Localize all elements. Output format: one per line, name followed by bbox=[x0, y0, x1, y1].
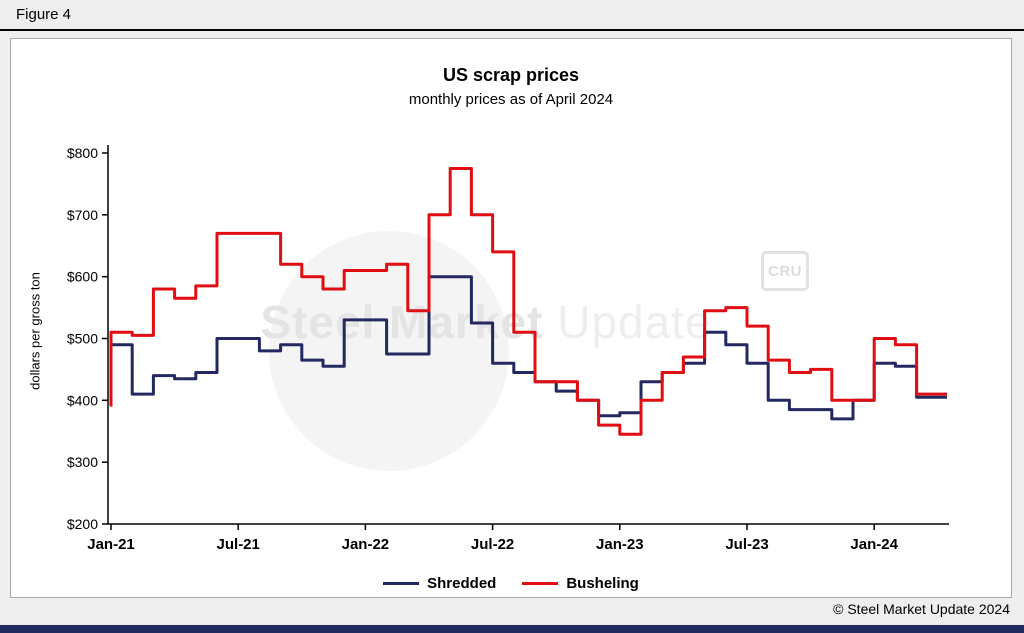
y-tick-label: $400 bbox=[67, 392, 98, 408]
cru-logo: CRU bbox=[761, 251, 809, 291]
y-tick-label: $200 bbox=[67, 516, 98, 532]
watermark-bold-text: Steel Market bbox=[260, 296, 544, 348]
y-tick-label: $500 bbox=[67, 331, 98, 347]
watermark-circle bbox=[269, 231, 509, 471]
legend: Shredded Busheling bbox=[11, 575, 1011, 592]
chart-plot: $200 $300 $400 $500 $600 $700 $800 Jan-21 Jul-21… bbox=[67, 145, 949, 553]
chart-subtitle: monthly prices as of April 2024 bbox=[408, 91, 614, 108]
chart-title: US scrap prices bbox=[442, 65, 580, 85]
y-tick-label: $300 bbox=[67, 454, 98, 470]
x-tick-label: Jul-22 bbox=[471, 536, 514, 553]
legend-item-busheling: Busheling bbox=[522, 575, 639, 592]
x-tick-label: Jul-21 bbox=[217, 536, 260, 553]
x-tick-label: Jan-22 bbox=[342, 536, 390, 553]
shredded-series-line bbox=[109, 275, 947, 421]
x-tick-label: Jan-21 bbox=[87, 536, 135, 553]
watermark-text: Steel Market Update bbox=[121, 295, 851, 349]
x-tick-label: Jul-23 bbox=[725, 536, 768, 553]
legend-label-busheling: Busheling bbox=[566, 575, 639, 592]
legend-item-shredded: Shredded bbox=[383, 575, 496, 592]
y-tick-label: $800 bbox=[67, 145, 98, 161]
busheling-line-swatch bbox=[522, 582, 559, 585]
busheling-series-line bbox=[109, 167, 947, 436]
y-tick-label: $700 bbox=[67, 207, 98, 223]
x-tick-label: Jan-24 bbox=[850, 536, 898, 553]
figure-label: Figure 4 bbox=[16, 6, 72, 23]
shredded-line-swatch bbox=[383, 582, 420, 585]
watermark-light-text: Update bbox=[543, 296, 712, 348]
chart-panel: Steel Market Update CRU US scrap prices … bbox=[10, 38, 1012, 598]
copyright: © Steel Market Update 2024 bbox=[833, 601, 1010, 617]
y-tick-label: $600 bbox=[67, 269, 98, 285]
legend-label-shredded: Shredded bbox=[427, 575, 497, 592]
top-divider bbox=[0, 29, 1024, 31]
x-tick-label: Jan-23 bbox=[596, 536, 644, 553]
bottom-accent-bar bbox=[0, 625, 1024, 633]
